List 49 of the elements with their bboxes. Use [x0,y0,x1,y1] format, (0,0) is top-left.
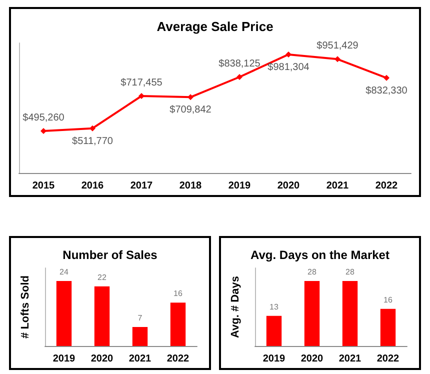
chart-title: Number of Sales [62,248,158,262]
y-axis-title: Avg. # Days [230,276,242,338]
data-label: $717,455 [120,77,163,88]
point [236,74,242,80]
point [334,56,340,62]
chart-title: Average Sale Price [156,19,274,34]
data-label: 28 [308,268,317,276]
x-tick-label: 2016 [81,180,104,192]
data-label: $511,770 [72,136,114,147]
data-label: $838,125 [218,58,261,70]
x-tick-label: 2022 [376,354,400,364]
x-tick-label: 2020 [90,354,114,364]
point [138,92,144,99]
point [384,74,390,81]
data-label: $832,330 [366,85,408,96]
x-tick-label: 2020 [277,180,300,192]
bar [170,302,186,346]
x-tick-label: 2021 [128,354,152,364]
point [90,125,96,132]
data-label: 16 [174,289,183,298]
x-tick-label: 2015 [32,180,56,192]
data-label: 16 [384,295,393,304]
x-tick-label: 2017 [130,180,154,192]
data-label: 13 [270,302,279,312]
x-tick-label: 2022 [166,354,190,364]
bar [132,327,148,346]
x-tick-label: 2022 [375,180,398,192]
data-label: 24 [60,268,69,276]
data-label: 22 [98,272,107,282]
data-label: 7 [138,314,143,323]
x-tick-label: 2019 [262,354,286,364]
data-label: $709,842 [170,104,212,116]
x-tick-label: 2021 [326,180,350,192]
point [40,128,46,134]
x-tick-label: 2021 [338,354,362,364]
x-tick-label: 2018 [179,180,202,192]
bar [94,286,110,346]
x-tick-label: 2020 [300,354,324,364]
x-tick-label: 2019 [228,180,252,192]
point [188,94,194,100]
x-tick-label: 2019 [52,354,76,364]
data-label: 28 [346,268,355,276]
data-label: $495,260 [22,112,65,124]
chart-title: Avg. Days on the Market [250,248,390,262]
y-axis-title: # Lofts Sold [20,276,32,338]
data-label: $951,429 [316,40,359,52]
bar [56,281,72,346]
point [286,51,292,58]
data-label: $981,304 [268,62,310,73]
